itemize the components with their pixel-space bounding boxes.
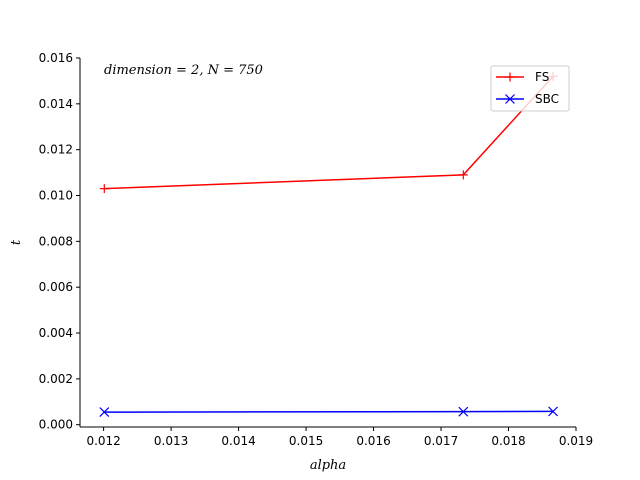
y-tick-label: 0.016 <box>39 51 73 65</box>
x-tick-label: 0.017 <box>424 434 458 448</box>
y-tick-label: 0.012 <box>39 143 73 157</box>
x-tick-label: 0.013 <box>154 434 188 448</box>
axes <box>80 58 576 427</box>
series-line-sbc <box>104 411 553 412</box>
data-point-fs <box>100 184 109 193</box>
x-ticks: 0.012 0.013 0.014 0.015 0.016 0.017 0.018 0.019 <box>86 427 593 448</box>
chart-annotation: dimension = 2, N = 750 <box>104 63 263 78</box>
y-axis-label: t <box>9 239 24 245</box>
legend-label-fs: FS <box>535 70 549 84</box>
y-tick-label: 0.004 <box>39 326 73 340</box>
x-axis-label: alpha <box>310 458 346 473</box>
y-ticks: 0.000 0.002 0.004 0.006 0.008 0.010 0.012 0.014… <box>39 51 80 432</box>
series-fs <box>100 72 558 193</box>
x-tick-label: 0.012 <box>86 434 120 448</box>
y-tick-label: 0.014 <box>39 97 73 111</box>
series-sbc <box>100 407 558 417</box>
y-tick-label: 0.010 <box>39 189 73 203</box>
x-tick-label: 0.014 <box>221 434 255 448</box>
y-tick-label: 0.000 <box>39 418 73 432</box>
x-tick-label: 0.015 <box>289 434 323 448</box>
y-tick-label: 0.008 <box>39 234 73 248</box>
legend-label-sbc: SBC <box>535 92 559 106</box>
series-layer <box>100 72 558 417</box>
y-tick-label: 0.006 <box>39 280 73 294</box>
legend: FS SBC <box>491 66 569 111</box>
x-tick-label: 0.016 <box>356 434 390 448</box>
x-tick-label: 0.019 <box>559 434 593 448</box>
y-tick-label: 0.002 <box>39 372 73 386</box>
series-line-fs <box>104 76 553 188</box>
x-tick-label: 0.018 <box>491 434 525 448</box>
